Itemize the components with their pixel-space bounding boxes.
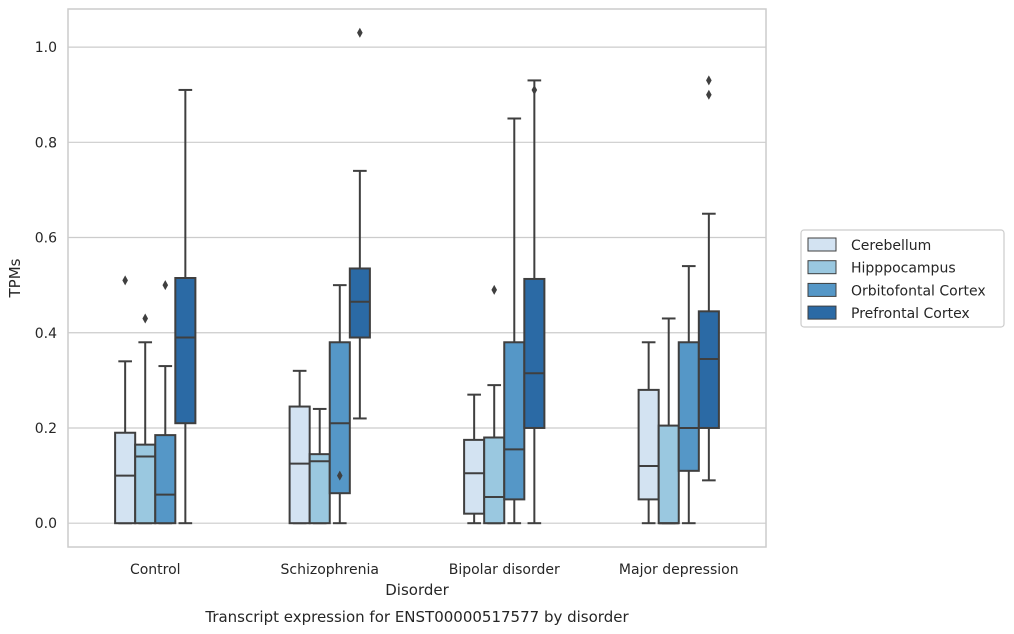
box-hipppocampus [657, 317, 680, 525]
box-iqr [308, 453, 331, 525]
outlier-point [142, 313, 149, 324]
plot-area-frame [67, 8, 767, 548]
box-iqr [348, 267, 371, 339]
legend-label: Prefrontal Cortex [851, 306, 970, 322]
box-cerebellum [114, 275, 137, 525]
box-iqr [637, 388, 660, 501]
box-series [114, 27, 720, 525]
x-tick-label: Schizophrenia [281, 562, 379, 578]
box-hipppocampus [483, 284, 506, 525]
box-hipppocampus [308, 407, 331, 525]
box-iqr [503, 341, 526, 501]
y-tick-label: 0.0 [35, 516, 57, 532]
box-iqr [697, 310, 720, 429]
legend: Cerebellum Hipppocampus Orbitofontal Corte… [800, 229, 1005, 328]
outlier-point [336, 470, 343, 481]
box-cerebellum [288, 369, 311, 525]
box-orbitofontal-cortex [328, 284, 351, 525]
outlier-point [531, 84, 538, 95]
box-iqr [523, 277, 546, 429]
box-iqr [463, 438, 486, 515]
legend-frame [800, 229, 1005, 328]
legend-swatch [807, 260, 837, 275]
legend-swatch [807, 282, 837, 297]
x-tick-label: Bipolar disorder [449, 562, 560, 578]
outlier-point [122, 275, 128, 286]
x-axis-label: Disorder [385, 581, 449, 599]
outlier-point [162, 280, 169, 291]
outlier-point [706, 89, 712, 100]
box-iqr [677, 341, 700, 472]
legend-label: Orbitofontal Cortex [851, 283, 986, 299]
y-axis-label: TPMs [6, 258, 24, 298]
outlier-point [357, 27, 363, 38]
legend-label: Cerebellum [851, 238, 931, 254]
box-orbitofontal-cortex [154, 280, 177, 525]
box-iqr [657, 424, 680, 525]
box-prefrontal-cortex [348, 27, 371, 420]
box-prefrontal-cortex [174, 88, 197, 525]
y-tick-label: 0.4 [35, 326, 57, 342]
box-prefrontal-cortex [697, 75, 720, 482]
box-prefrontal-cortex [523, 79, 546, 525]
x-tick-label: Control [130, 562, 181, 578]
x-axis-ticks: Control Schizophrenia Bipolar disorder Majo… [130, 562, 739, 578]
chart-caption: Transcript expression for ENST0000051757… [204, 608, 629, 626]
box-hipppocampus [134, 313, 157, 525]
box-cerebellum [463, 393, 486, 525]
x-tick-label: Major depression [619, 562, 739, 578]
y-axis-ticks: 0.0 0.2 0.4 0.6 0.8 1.0 [35, 40, 57, 532]
y-tick-label: 0.6 [35, 231, 57, 247]
box-cerebellum [637, 341, 660, 525]
outlier-point [706, 75, 712, 86]
box-iqr [328, 341, 351, 495]
legend-swatch [807, 237, 837, 252]
box-iqr [114, 431, 137, 525]
box-iqr [288, 405, 311, 525]
legend-swatch [807, 305, 837, 320]
y-tick-label: 0.2 [35, 421, 57, 437]
box-orbitofontal-cortex [503, 117, 526, 525]
box-orbitofontal-cortex [677, 265, 700, 525]
box-iqr [483, 436, 506, 525]
outlier-point [491, 284, 498, 295]
box-iqr [154, 434, 177, 525]
box-iqr [174, 277, 197, 425]
y-tick-label: 1.0 [35, 40, 57, 56]
y-tick-label: 0.8 [35, 135, 57, 151]
legend-label: Hipppocampus [851, 261, 956, 277]
